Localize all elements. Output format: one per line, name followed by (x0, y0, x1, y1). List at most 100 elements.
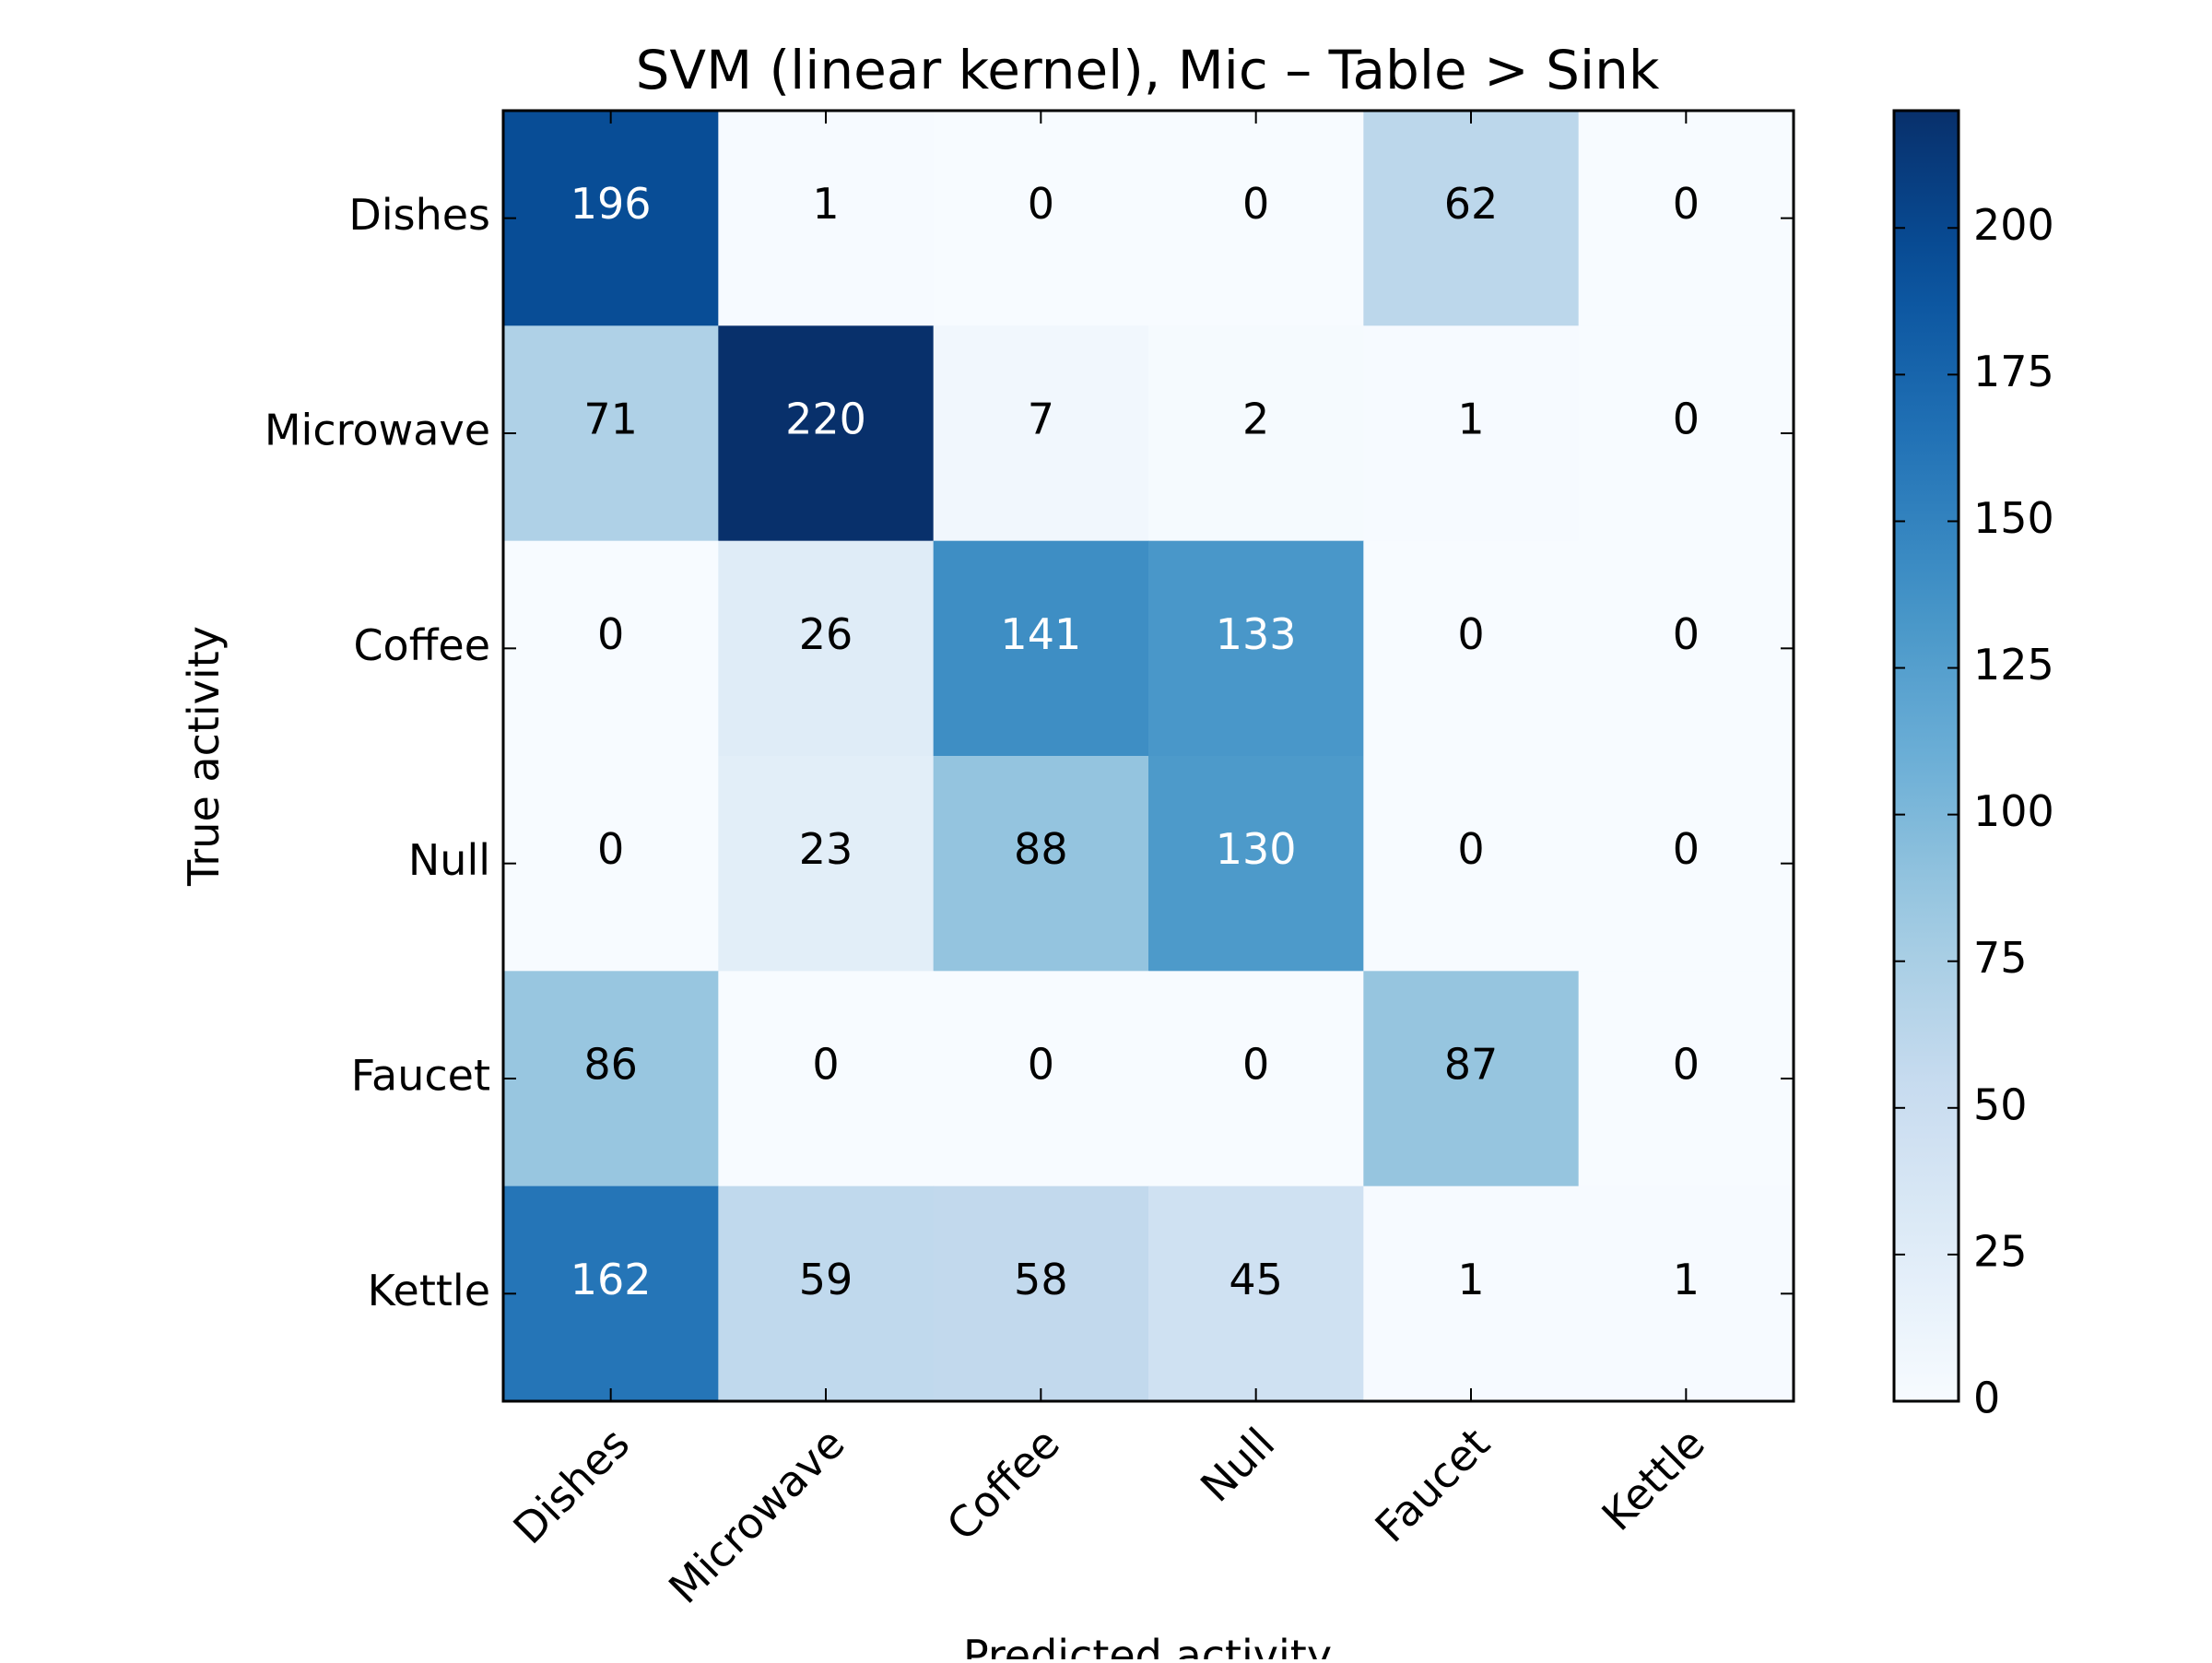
cell-value-label: 86 (583, 1040, 638, 1090)
cell-value-label: 0 (812, 1040, 839, 1090)
heatmap-cell (503, 540, 719, 757)
x-tick-label: Null (1191, 1418, 1284, 1511)
cell-value-label: 0 (1673, 1040, 1700, 1090)
heatmap-cell (933, 540, 1149, 757)
x-tick-labels: Dishes Microwave Coffee Null Faucet Kettle (503, 1418, 1713, 1613)
cell-value-label: 141 (1000, 609, 1081, 659)
cell-value-label: 0 (597, 824, 624, 874)
y-tick-label: Null (408, 835, 490, 885)
heatmap-cell (1363, 1185, 1580, 1402)
heatmap-cells (503, 111, 1794, 1402)
chart-title: SVM (linear kernel), Mic – Table > Sink (636, 39, 1660, 101)
heatmap-cell (503, 111, 719, 326)
heatmap-cell (1578, 325, 1794, 542)
heatmap-cell (718, 540, 935, 757)
cell-value-label: 1 (1457, 1255, 1484, 1304)
colorbar: 0 25 50 75 100 125 150 175 200 (1892, 109, 2054, 1423)
heatmap-cell (1363, 325, 1580, 542)
y-tick-labels: Dishes Microwave Coffee Null Faucet Kettle (265, 190, 490, 1315)
x-axis-label: Predicted activity (963, 1631, 1332, 1659)
colorbar-tick-label: 175 (1973, 347, 2054, 396)
cell-value-label: 26 (799, 609, 853, 659)
heatmap-cell (718, 325, 935, 542)
colorbar-tick-label: 150 (1973, 493, 2054, 543)
cell-value-label: 0 (1673, 395, 1700, 444)
cell-value-label: 1 (1457, 395, 1484, 444)
cell-value-label: 196 (571, 179, 652, 229)
cell-value-label: 88 (1014, 824, 1068, 874)
x-tick-label: Microwave (659, 1418, 854, 1613)
heatmap-cell (718, 111, 935, 326)
colorbar-tick-label: 25 (1973, 1226, 2028, 1276)
heatmap-cell (503, 325, 719, 542)
colorbar-tick-label: 125 (1973, 640, 2054, 690)
x-tick-label: Coffee (937, 1418, 1069, 1550)
cell-value-label: 45 (1229, 1255, 1283, 1304)
heatmap-cell (933, 325, 1149, 542)
heatmap-cell (1578, 756, 1794, 972)
cell-value-label: 59 (799, 1255, 853, 1304)
cell-value-label: 0 (1028, 179, 1054, 229)
heatmap-cell (1578, 111, 1794, 326)
cell-value-label: 2 (1242, 395, 1269, 444)
cell-value-label: 7 (1028, 395, 1054, 444)
plot-frame (501, 109, 1795, 1403)
heatmap-cell (1148, 1185, 1364, 1402)
heatmap-cell (1578, 540, 1794, 757)
cell-value-label: 0 (1457, 824, 1484, 874)
y-tick-label: Microwave (265, 406, 490, 455)
heatmap-cell (933, 1185, 1149, 1402)
colorbar-tick-label: 75 (1973, 933, 2028, 983)
cell-value-label: 220 (785, 395, 866, 444)
cell-value-label: 23 (799, 824, 853, 874)
heatmap-cell (718, 756, 935, 972)
heatmap-cell (1148, 111, 1364, 326)
heatmap-cell (503, 756, 719, 972)
y-tick-label: Coffee (353, 620, 490, 670)
axis-ticks (503, 111, 1794, 1401)
heatmap-cell (933, 111, 1149, 326)
y-tick-label: Kettle (368, 1266, 490, 1315)
heatmap-cell (1148, 540, 1364, 757)
heatmap-cell (1363, 756, 1580, 972)
heatmap-cell (1148, 971, 1364, 1187)
colorbar-tick-label: 200 (1973, 200, 2054, 250)
cell-value-label: 0 (1242, 179, 1269, 229)
x-tick-label: Dishes (503, 1418, 639, 1553)
heatmap-cell (1148, 756, 1364, 972)
heatmap-cell (1578, 971, 1794, 1187)
cell-value-label: 0 (1028, 1040, 1054, 1090)
cell-value-label: 58 (1014, 1255, 1068, 1304)
cell-value-label: 0 (1673, 824, 1700, 874)
heatmap-cell (1363, 971, 1580, 1187)
heatmap-cell (503, 1185, 719, 1402)
heatmap-cell (1578, 1185, 1794, 1402)
heatmap-cell (718, 1185, 935, 1402)
colorbar-tick-label: 0 (1973, 1374, 2000, 1423)
heatmap-cell (1148, 325, 1364, 542)
colorbar-tick-label: 50 (1973, 1079, 2028, 1129)
cell-value-label: 133 (1216, 609, 1297, 659)
y-axis-label: True activity (179, 626, 229, 887)
cell-value-label: 0 (1673, 609, 1700, 659)
heatmap-cell (718, 971, 935, 1187)
heatmap-cell (1363, 540, 1580, 757)
cell-value-labels: 196 1 0 0 62 0 71 220 7 2 1 0 0 26 141 133 0 0 0 23 88 130 0 0 8… (571, 179, 1700, 1304)
heatmap-cell (1363, 111, 1580, 326)
cell-value-label: 0 (1673, 179, 1700, 229)
heatmap-cell (933, 756, 1149, 972)
heatmap-cell (503, 971, 719, 1187)
cell-value-label: 1 (812, 179, 839, 229)
cell-value-label: 87 (1444, 1040, 1499, 1090)
x-tick-label: Faucet (1366, 1418, 1500, 1551)
colorbar-tick-label: 100 (1973, 786, 2054, 836)
cell-value-label: 62 (1444, 179, 1499, 229)
y-tick-label: Faucet (351, 1051, 490, 1101)
x-tick-label: Kettle (1592, 1418, 1713, 1539)
colorbar-gradient (1892, 109, 1960, 1403)
cell-value-label: 0 (597, 609, 624, 659)
cell-value-label: 162 (571, 1255, 652, 1304)
heatmap-cell (933, 971, 1149, 1187)
y-tick-label: Dishes (348, 190, 490, 240)
